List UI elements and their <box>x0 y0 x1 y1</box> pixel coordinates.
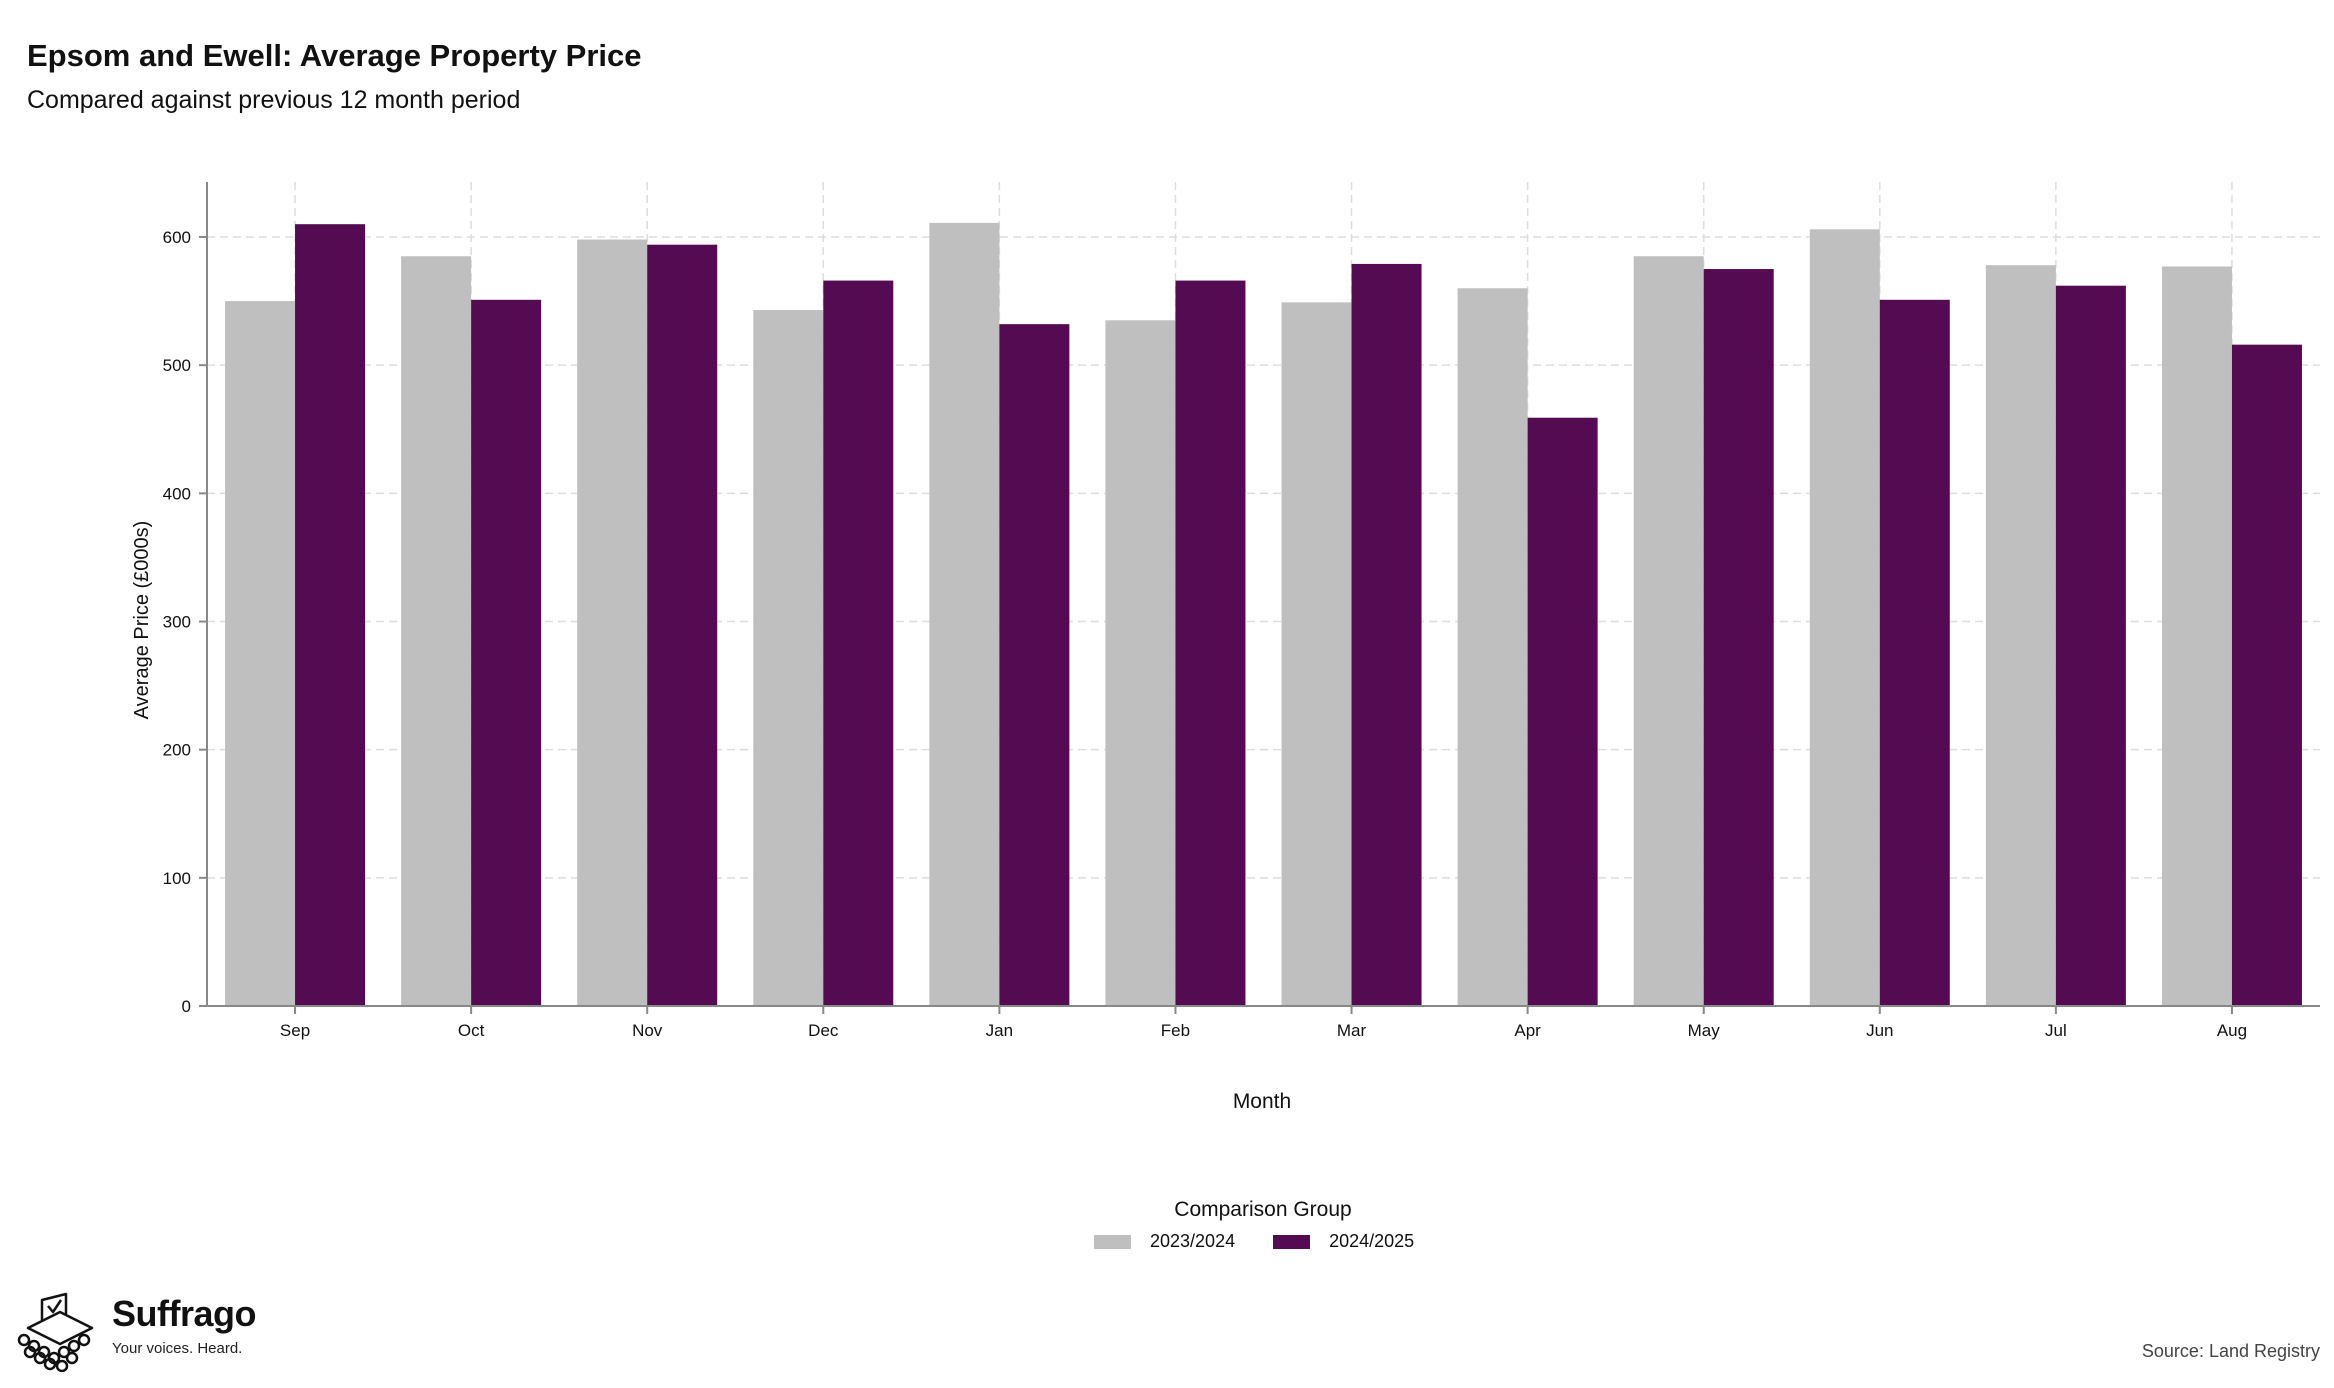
legend-item-2024-2025: 2024/2025 <box>1273 1231 1414 1252</box>
legend-label-2023-2024: 2023/2024 <box>1150 1231 1236 1251</box>
x-tick-label: Jan <box>986 1021 1013 1040</box>
brand-tagline: Your voices. Heard. <box>112 1340 243 1357</box>
chart-subtitle: Compared against previous 12 month perio… <box>27 86 521 114</box>
legend-title: Comparison Group <box>1174 1198 1352 1221</box>
bar-oct-2023-2024 <box>401 256 472 1007</box>
y-tick-label: 600 <box>163 228 191 247</box>
x-tick-labels: Sep Oct Nov Dec Jan Feb Mar Apr May Jun Jul Aug <box>280 1006 2247 1040</box>
x-tick-label: Mar <box>1337 1021 1367 1040</box>
x-tick-label: May <box>1688 1021 1721 1040</box>
ballot-box-icon <box>17 1292 94 1372</box>
x-tick-label: Aug <box>2217 1021 2247 1040</box>
x-tick-label: Oct <box>458 1021 485 1040</box>
bar-feb-2024-2025 <box>1175 280 1246 1006</box>
bar-dec-2024-2025 <box>823 280 894 1006</box>
bar-jan-2024-2025 <box>999 324 1070 1006</box>
x-tick-label: Jun <box>1866 1021 1893 1040</box>
suffrago-logo: Suffrago Your voices. Heard. <box>14 1292 257 1372</box>
bar-aug-2024-2025 <box>2231 344 2302 1006</box>
y-tick-label: 200 <box>163 741 191 760</box>
legend-swatch-2024-2025 <box>1273 1234 1311 1249</box>
y-tick-label: 100 <box>163 869 191 888</box>
legend-swatch-2023-2024 <box>1094 1234 1131 1249</box>
x-tick-label: Dec <box>808 1021 839 1040</box>
source-note: Source: Land Registry <box>2141 1341 2320 1361</box>
bar-jul-2023-2024 <box>1985 265 2056 1006</box>
bar-feb-2023-2024 <box>1105 320 1176 1006</box>
bar-chart: 0 100 200 300 400 500 600 Sep Oct Nov Dec Jan Feb Ma… <box>131 182 2320 1113</box>
bar-apr-2024-2025 <box>1527 417 1598 1007</box>
y-axis-label: Average Price (£000s) <box>131 521 153 720</box>
bar-aug-2023-2024 <box>2161 266 2232 1006</box>
legend-label-2024-2025: 2024/2025 <box>1329 1231 1415 1251</box>
bar-mar-2024-2025 <box>1351 263 1422 1006</box>
brand-text: Suffrago Your voices. Heard. <box>112 1292 257 1358</box>
y-tick-label: 500 <box>163 356 191 375</box>
bar-jul-2024-2025 <box>2055 285 2126 1006</box>
x-tick-label: Apr <box>1514 1021 1541 1040</box>
chart-title: Epsom and Ewell: Average Property Price <box>27 38 642 73</box>
bar-apr-2023-2024 <box>1457 288 1528 1006</box>
bar-sep-2024-2025 <box>295 224 366 1006</box>
y-tick-label: 300 <box>163 613 191 632</box>
bar-nov-2024-2025 <box>647 244 718 1006</box>
y-tick-labels: 0 100 200 300 400 500 600 <box>163 228 207 1016</box>
bar-mar-2023-2024 <box>1281 302 1352 1006</box>
bar-jun-2023-2024 <box>1809 229 1880 1006</box>
bar-may-2024-2025 <box>1703 269 1774 1007</box>
bar-oct-2024-2025 <box>471 299 542 1007</box>
legend: 2023/2024 2024/2025 <box>1094 1231 1452 1252</box>
x-axis-label: Month <box>1233 1090 1291 1113</box>
y-tick-label: 400 <box>163 484 191 503</box>
axes <box>206 182 2320 1007</box>
bars <box>225 222 2302 1007</box>
brand-name: Suffrago <box>112 1293 257 1334</box>
bar-may-2023-2024 <box>1633 256 1704 1007</box>
bar-jun-2024-2025 <box>1879 299 1950 1007</box>
bar-dec-2023-2024 <box>753 310 824 1006</box>
y-tick-label: 0 <box>182 997 191 1016</box>
x-tick-label: Sep <box>280 1021 310 1040</box>
legend-item-2023-2024: 2023/2024 <box>1094 1231 1235 1252</box>
x-tick-label: Nov <box>632 1021 663 1040</box>
bar-sep-2023-2024 <box>225 301 296 1006</box>
bar-nov-2023-2024 <box>577 239 648 1006</box>
x-tick-label: Feb <box>1161 1021 1190 1040</box>
bar-jan-2023-2024 <box>929 222 1000 1006</box>
x-tick-label: Jul <box>2045 1021 2067 1040</box>
